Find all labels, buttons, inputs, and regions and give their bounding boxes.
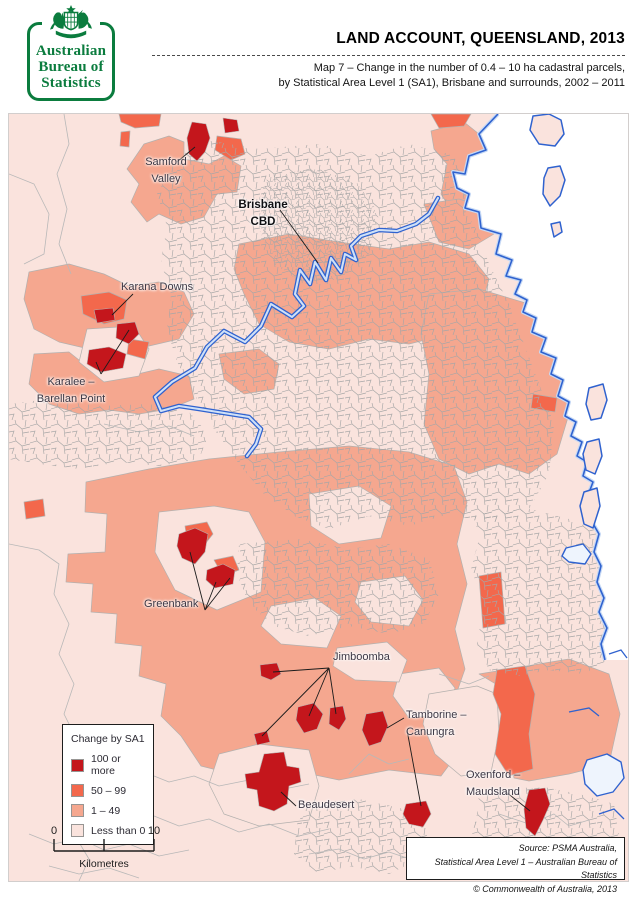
label-beaudesert: Beaudesert: [298, 799, 355, 811]
legend-label: 1 – 49: [91, 804, 121, 817]
legend-item: 1 – 49: [71, 804, 146, 817]
scale-bar: 0 10 Kilometres: [46, 822, 170, 874]
dashed-rule: [152, 55, 625, 56]
legend-swatch-1-49: [71, 804, 84, 817]
label-karalee-barellan-point: Karalee – Barellan Point: [36, 376, 106, 405]
inland-waters: [561, 543, 625, 797]
source-line2: Statistical Area Level 1 – Australian Bu…: [434, 856, 617, 881]
legend-swatch-less-than-0: [71, 824, 84, 837]
parcel-greenbank-2: [205, 563, 236, 589]
cadastral-mesh-layer: [9, 139, 619, 874]
page-title: LAND ACCOUNT, QUEENSLAND, 2013: [336, 30, 625, 47]
abs-logo-line1: Australian: [35, 43, 107, 59]
abs-coat-of-arms-icon: [42, 4, 100, 42]
subtitle-line2: by Statistical Area Level 1 (SA1), Brisb…: [278, 77, 625, 90]
moreton-bay: [453, 114, 628, 660]
abs-logo-wordmark: Australian Bureau of Statistics: [27, 43, 115, 91]
parcel-tamborine-2: [402, 800, 432, 828]
parcel-karana-downs: [93, 307, 116, 324]
parcel-jimboomba-4: [253, 730, 271, 746]
coat-of-arms-svg: [50, 4, 92, 39]
legend-item: 100 or more: [71, 753, 146, 777]
legend-swatch-50-99: [71, 784, 84, 797]
legend-swatch-100-or-more: [71, 758, 84, 772]
parcel-oxenford: [523, 787, 551, 837]
brisbane-river: [152, 195, 441, 459]
coastline: [452, 114, 608, 661]
source-line3: © Commonwealth of Australia, 2013: [473, 883, 617, 894]
parcel-tamborine-1: [361, 710, 389, 747]
parcel-jimboomba-3: [328, 705, 347, 731]
source-line1: Source: PSMA Australia,: [518, 843, 617, 853]
legend-label: 100 or more: [91, 753, 121, 777]
parcels-100-or-more-layer: [86, 117, 551, 837]
map-subtitle: Map 7 – Change in the number of 0.4 – 10…: [145, 61, 625, 92]
subtitle-line1: Map 7 – Change in the number of 0.4 – 10…: [313, 62, 625, 74]
islands: [529, 114, 608, 529]
legend-label: Less than 0: [91, 824, 146, 837]
label-samford-valley: Samford Valley: [145, 156, 187, 185]
legend-label: 50 – 99: [91, 784, 127, 797]
ocean-layer: [451, 114, 628, 820]
choropleth-map: Samford Valley Brisbane CBD Karana Downs…: [8, 113, 629, 894]
legend-item: Less than 0: [71, 824, 146, 837]
abs-logo-line3: Statistics: [41, 74, 101, 91]
parcel-karalee-lower: [86, 346, 127, 373]
parcel-greenbank-1: [176, 527, 209, 565]
legend-title: Change by SA1: [71, 733, 145, 745]
parcel-samford-valley: [186, 121, 211, 162]
parcel-jimboomba-1: [259, 662, 282, 681]
scale-unit: Kilometres: [79, 858, 129, 870]
scale-bar-svg: 0 10 Kilometres: [51, 825, 160, 870]
abs-logo-line2: Bureau of: [38, 58, 104, 75]
map-legend: Change by SA1 100 or more 50 – 99 1 – 49…: [62, 724, 154, 845]
label-oxenford-maudsland: Oxenford – Maudsland: [466, 769, 521, 798]
leader-lines: [95, 146, 531, 812]
legend-item: 50 – 99: [71, 784, 146, 797]
label-jimboomba: Jimboomba: [333, 651, 390, 663]
label-tamborine-canungra: Tamborine – Canungra: [406, 709, 467, 738]
label-brisbane-cbd: Brisbane CBD: [238, 199, 288, 229]
parcel-beaudesert: [244, 751, 302, 812]
scale-end: 10: [148, 825, 160, 837]
source-attribution: Source: PSMA Australia, Statistical Area…: [406, 837, 625, 894]
parcel-north-small: [222, 117, 240, 134]
scale-ticks: [53, 839, 155, 852]
scale-start: 0: [51, 825, 57, 837]
label-greenbank: Greenbank: [144, 598, 199, 610]
creek-lines: [568, 649, 628, 820]
header-block: LAND ACCOUNT, QUEENSLAND, 2013 Map 7 – C…: [145, 30, 625, 92]
label-karana-downs: Karana Downs: [121, 281, 194, 293]
